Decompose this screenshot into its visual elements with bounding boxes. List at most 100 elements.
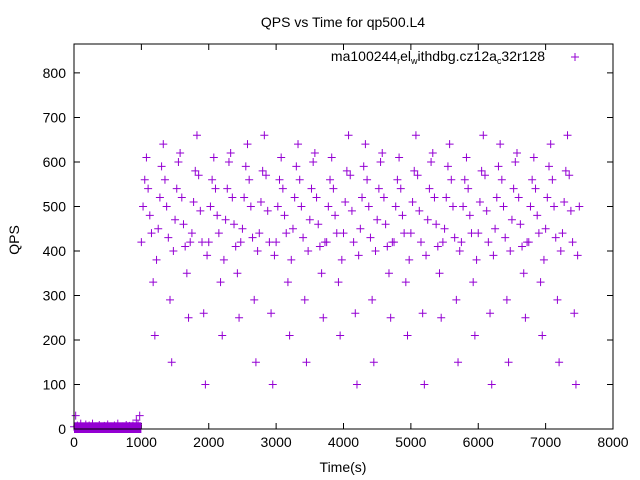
data-point — [452, 295, 461, 304]
data-point — [231, 242, 240, 251]
data-point — [305, 215, 314, 224]
data-point — [371, 246, 380, 255]
data-point — [571, 380, 580, 389]
data-point — [541, 224, 550, 233]
data-point — [428, 149, 437, 158]
x-tick-label: 6000 — [463, 434, 494, 450]
data-point — [171, 215, 180, 224]
data-point — [366, 233, 375, 242]
data-point — [142, 153, 151, 162]
data-point — [538, 331, 547, 340]
data-point — [182, 269, 191, 278]
data-point — [393, 175, 402, 184]
x-tick-label: 2000 — [193, 434, 224, 450]
chart-title: QPS vs Time for qp500.L4 — [261, 14, 425, 30]
data-point — [566, 206, 575, 215]
data-point — [551, 233, 560, 242]
data-point — [198, 238, 207, 247]
data-point — [487, 380, 496, 389]
data-point — [192, 131, 201, 140]
data-point — [346, 171, 355, 180]
data-point — [236, 238, 245, 247]
y-tick-label: 300 — [43, 287, 67, 303]
data-point — [486, 309, 495, 318]
dense-point-band — [74, 422, 142, 433]
data-point — [292, 162, 301, 171]
data-point — [410, 166, 419, 175]
data-point — [475, 198, 484, 207]
data-point — [262, 171, 271, 180]
data-point — [465, 211, 474, 220]
data-point — [145, 211, 154, 220]
data-point — [536, 278, 545, 287]
data-point — [376, 157, 385, 166]
data-point — [509, 184, 518, 193]
data-point — [427, 157, 436, 166]
data-point — [492, 193, 501, 202]
plot-border — [73, 43, 614, 430]
data-point — [548, 175, 557, 184]
data-point — [319, 313, 328, 322]
data-point — [159, 140, 168, 149]
x-tick-label: 5000 — [395, 434, 426, 450]
data-point — [447, 175, 456, 184]
data-point — [332, 229, 341, 238]
data-point — [315, 242, 324, 251]
data-point — [381, 220, 390, 229]
data-point — [265, 238, 274, 247]
data-point — [283, 278, 292, 287]
data-point — [250, 295, 259, 304]
data-points — [70, 131, 584, 433]
data-point — [179, 220, 188, 229]
data-point — [497, 175, 506, 184]
data-point — [472, 255, 481, 264]
data-point — [206, 202, 215, 211]
data-point — [489, 251, 498, 260]
data-point — [314, 220, 323, 229]
data-point — [169, 246, 178, 255]
data-point — [166, 295, 175, 304]
data-point — [374, 184, 383, 193]
data-point — [544, 162, 553, 171]
y-tick-label: 400 — [43, 243, 67, 259]
data-point — [275, 175, 284, 184]
data-point — [516, 220, 525, 229]
data-point — [304, 246, 313, 255]
data-point — [344, 131, 353, 140]
data-point — [326, 175, 335, 184]
data-point — [297, 202, 306, 211]
data-point — [573, 251, 582, 260]
data-point — [479, 131, 488, 140]
data-point — [512, 149, 521, 158]
data-point — [317, 269, 326, 278]
data-point — [401, 278, 410, 287]
data-point — [413, 171, 422, 180]
data-point — [391, 202, 400, 211]
data-point — [403, 331, 412, 340]
data-point — [442, 193, 451, 202]
data-point — [521, 313, 530, 322]
data-point — [228, 193, 237, 202]
data-point — [511, 157, 520, 166]
data-point — [201, 380, 210, 389]
data-point — [504, 358, 513, 367]
data-point — [177, 193, 186, 202]
data-point — [152, 255, 161, 264]
data-point — [219, 255, 228, 264]
x-tick-label: 8000 — [597, 434, 628, 450]
data-point — [423, 215, 432, 224]
data-point — [240, 193, 249, 202]
data-point — [448, 202, 457, 211]
data-point — [233, 269, 242, 278]
data-point — [433, 242, 442, 251]
data-point — [246, 202, 255, 211]
data-point — [422, 251, 431, 260]
data-point — [191, 166, 200, 175]
data-point — [384, 269, 393, 278]
data-point — [157, 162, 166, 171]
data-point — [570, 309, 579, 318]
data-point — [496, 140, 505, 149]
data-point — [480, 171, 489, 180]
data-point — [172, 184, 181, 193]
